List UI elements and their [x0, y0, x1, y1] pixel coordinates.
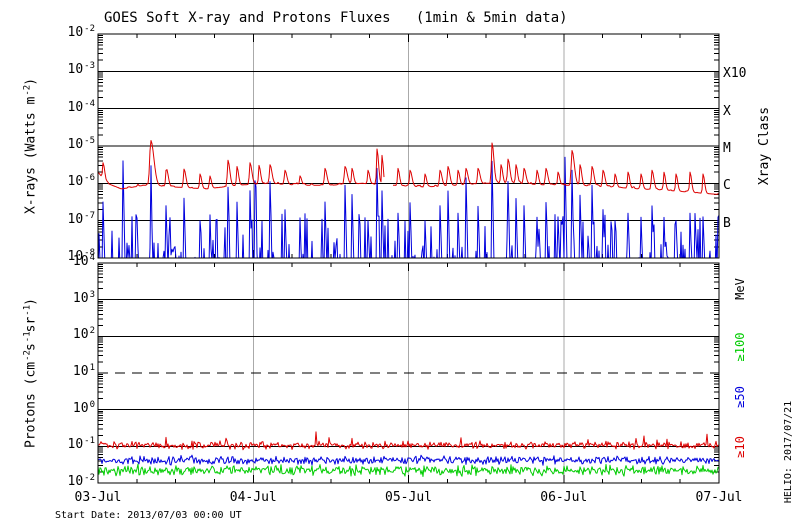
axis-ticks: [97, 33, 720, 484]
exponent: 1: [89, 363, 95, 373]
exponent: -5: [84, 136, 95, 146]
xray-y-tick-label: 10-8: [67, 248, 96, 264]
chart-title: GOES Soft X-ray and Protons Fluxes (1min…: [104, 10, 568, 26]
x-tick-label-06jul: 06-Jul: [540, 490, 588, 505]
xray-y-tick-label: 10-3: [67, 61, 96, 78]
proton-threshold-label: ≥100: [733, 332, 747, 362]
xray-y-tick-label: 10-2: [67, 24, 96, 40]
exponent: 4: [89, 253, 95, 263]
xray-y-tick-label: 10-5: [67, 136, 96, 152]
protons-y-tick-label: 103: [72, 289, 95, 306]
protons-axis-title: Protons (cm-2s-1sr-1): [22, 298, 39, 448]
decade-gridlines: [98, 70, 719, 447]
exponent: -2: [22, 350, 33, 361]
x-tick-label-03jul: 03-Jul: [74, 490, 122, 505]
xray-short-trace: [98, 156, 719, 258]
exponent: -2: [22, 84, 33, 96]
helio-credit-label: HELIO: 2017/07/21: [783, 400, 794, 504]
exponent: 0: [89, 399, 95, 410]
protons-panel-frame: [97, 262, 720, 484]
data-traces: [98, 140, 719, 477]
exponent: -6: [84, 173, 95, 184]
protons-y-tick-label: 10-1: [67, 436, 96, 453]
exponent: -1: [22, 331, 33, 343]
exponent: 3: [89, 289, 95, 300]
panel-frames: [97, 33, 720, 484]
exponent: -7: [84, 210, 95, 221]
xray-long-trace: [98, 140, 719, 195]
x-tick-label-07jul: 07-Jul: [695, 490, 743, 505]
xray-panel-frame: [97, 33, 720, 259]
start-date-label: Start Date: 2013/07/03 00:00 UT: [55, 510, 242, 521]
xray-y-tick-label: 10-6: [67, 173, 96, 190]
mev-axis-title: MeV: [733, 277, 747, 300]
xray-axis-title: X-rays (Watts m-2): [22, 77, 39, 215]
x-tick-label-04jul: 04-Jul: [229, 490, 277, 505]
protons-y-tick-label: 102: [72, 326, 95, 343]
exponent: -1: [22, 304, 33, 316]
proton-threshold-label: ≥10: [733, 436, 747, 458]
exponent: -2: [84, 24, 95, 34]
exponent: 2: [89, 326, 95, 337]
xray-y-tick-label: 10-7: [67, 210, 96, 227]
xray-y-tick-label: 10-4: [67, 98, 96, 115]
protons-ge50MeV-trace: [98, 454, 719, 466]
x-tick-label-05jul: 05-Jul: [385, 490, 432, 505]
protons-ge100MeV-trace: [98, 463, 719, 477]
xray-class-label-b: B: [723, 215, 731, 231]
protons-y-tick-label: 10-2: [67, 473, 96, 489]
exponent: -8: [84, 248, 95, 258]
xray-class-axis-title: Xray Class: [757, 106, 772, 186]
protons-y-tick-label: 100: [72, 399, 95, 416]
xray-class-label-m: M: [723, 141, 731, 156]
protons-y-tick-label: 104: [72, 253, 95, 269]
exponent: -4: [84, 98, 95, 109]
xray-class-label-x: X: [723, 103, 731, 119]
xray-class-label-c: C: [723, 178, 731, 194]
protons-y-tick-label: 101: [72, 363, 95, 379]
proton-threshold-label: ≥50: [733, 385, 747, 408]
exponent: -2: [84, 473, 95, 483]
exponent: -3: [84, 61, 95, 72]
protons-ge10MeV-trace: [98, 431, 719, 451]
exponent: -1: [84, 436, 95, 447]
xray-class-label-x10: X10: [723, 66, 747, 82]
